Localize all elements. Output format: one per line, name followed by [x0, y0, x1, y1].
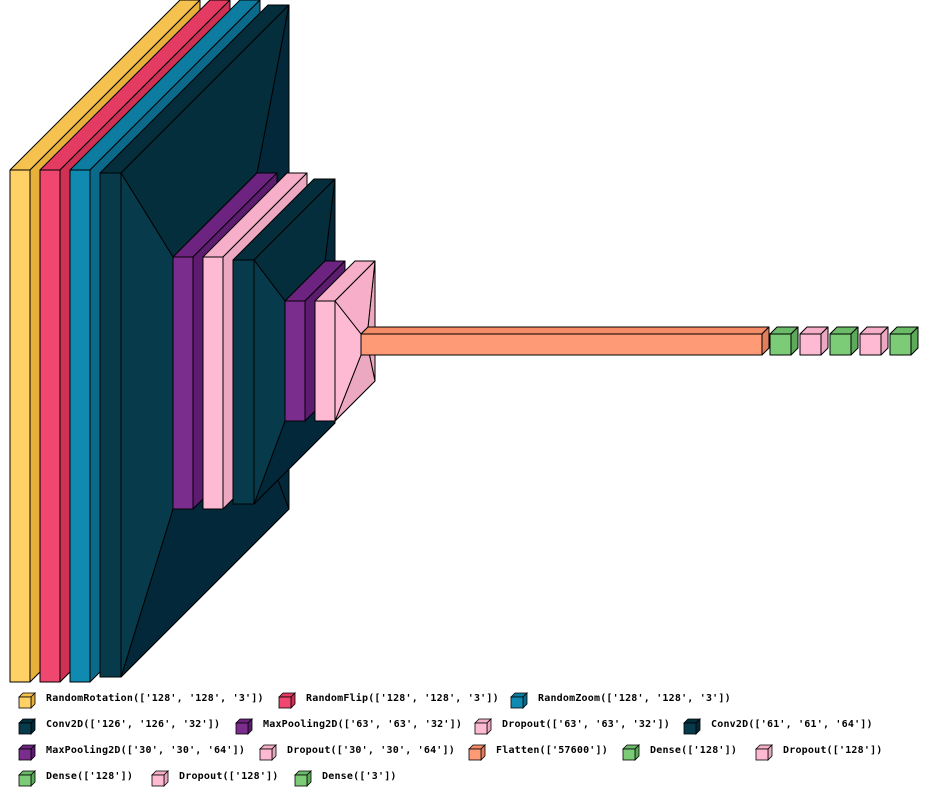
legend-label: Dropout(['128']) [783, 745, 883, 756]
layer-dense [770, 327, 798, 355]
legend-label: MaxPooling2D(['30', '30', '64']) [46, 745, 245, 756]
layer-front-face [10, 170, 30, 682]
legend-label: Dense(['3']) [322, 771, 397, 782]
legend-label: RandomZoom(['128', '128', '3']) [538, 693, 731, 704]
legend-label: RandomFlip(['128', '128', '3']) [306, 693, 499, 704]
layer-dropout [860, 327, 888, 355]
dropout-cube-icon [259, 744, 277, 761]
legend-label: Conv2D(['61', '61', '64']) [711, 719, 873, 730]
layer-front-face [70, 170, 90, 682]
legend-label: Flatten(['57600']) [496, 745, 608, 756]
layer-front-face [770, 334, 791, 355]
layer-front-face [203, 257, 223, 509]
layer-front-face [890, 334, 911, 355]
dropout-cube-icon [474, 718, 492, 735]
dense-cube-icon [294, 770, 312, 787]
layer-front-face [830, 334, 851, 355]
flatten-cube-icon [468, 744, 486, 761]
layer-front-face [315, 301, 335, 421]
conv2d-cube-icon [683, 718, 701, 735]
legend-label: RandomRotation(['128', '128', '3']) [46, 693, 264, 704]
layer-front-face [100, 173, 121, 677]
dense-cube-icon [18, 770, 36, 787]
layer-front-face [285, 301, 305, 421]
dense-cube-icon [622, 744, 640, 761]
legend-label: Dropout(['63', '63', '32']) [502, 719, 670, 730]
layer-front-face [361, 334, 762, 355]
maxpooling2d-cube-icon [18, 744, 36, 761]
legend-label: Conv2D(['126', '126', '32']) [46, 719, 220, 730]
legend-label: MaxPooling2D(['63', '63', '32']) [263, 719, 462, 730]
layer-dense [830, 327, 858, 355]
legend-label: Dense(['128']) [46, 771, 133, 782]
legend-label: Dense(['128']) [650, 745, 737, 756]
conv2d-cube-icon [18, 718, 36, 735]
layer-dense [890, 327, 918, 355]
layer-flatten [361, 327, 769, 355]
randomrotation-cube-icon [18, 692, 36, 709]
layer-dropout [800, 327, 828, 355]
maxpooling2d-cube-icon [235, 718, 253, 735]
layer-top-face [361, 327, 769, 334]
dropout-cube-icon [151, 770, 169, 787]
randomflip-cube-icon [278, 692, 296, 709]
randomzoom-cube-icon [510, 692, 528, 709]
layer-front-face [173, 257, 193, 509]
layer-front-face [860, 334, 881, 355]
layer-front-face [800, 334, 821, 355]
legend-label: Dropout(['128']) [179, 771, 279, 782]
network-architecture-diagram [0, 0, 929, 690]
legend-label: Dropout(['30', '30', '64']) [287, 745, 455, 756]
layer-front-face [233, 260, 254, 504]
layer-front-face [40, 170, 60, 682]
dropout-cube-icon [755, 744, 773, 761]
